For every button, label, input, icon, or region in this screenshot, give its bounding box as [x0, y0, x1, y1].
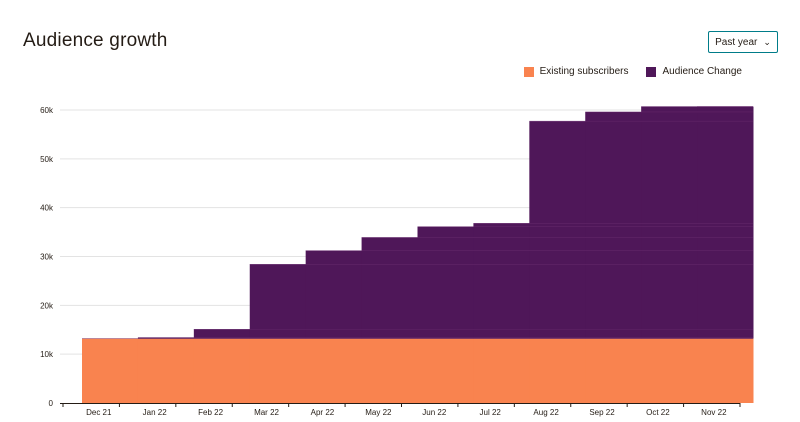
audience-change-bar [529, 121, 586, 339]
x-tick-label: Nov 22 [701, 408, 727, 417]
legend-swatch-change [646, 66, 657, 77]
x-tick-label: May 22 [365, 408, 392, 417]
x-tick-label: Jul 22 [480, 408, 502, 417]
existing-subscribers-bar [82, 338, 139, 403]
existing-subscribers-bar [249, 338, 307, 403]
legend-swatch-existing [523, 66, 534, 77]
chart-title: Audience growth [23, 30, 168, 51]
existing-subscribers-bar [529, 338, 586, 403]
y-tick-label: 20k [40, 301, 54, 310]
x-tick-label: Mar 22 [254, 408, 279, 417]
x-tick-label: Feb 22 [198, 408, 223, 417]
existing-subscribers-bar [585, 338, 642, 403]
audience-change-bar [585, 111, 642, 339]
y-tick-label: 0 [49, 399, 54, 408]
y-tick-label: 60k [40, 106, 54, 115]
audience-change-bar [305, 250, 363, 339]
legend-item-existing[interactable]: Existing subscribers [523, 66, 629, 77]
existing-subscribers-bar [361, 338, 418, 403]
audience-change-bar [193, 329, 251, 339]
y-tick-label: 10k [40, 350, 54, 359]
existing-subscribers-bar [697, 338, 754, 403]
audience-change-bar [361, 237, 418, 339]
x-tick-label: Aug 22 [533, 408, 559, 417]
chevron-down-icon: ⌄ [763, 36, 771, 47]
audience-change-bar [249, 264, 307, 339]
x-tick-label: Oct 22 [646, 408, 670, 417]
x-tick-label: Apr 22 [311, 408, 335, 417]
existing-subscribers-bar [137, 338, 195, 403]
existing-subscribers-bar [417, 338, 474, 403]
audience-change-bar [697, 106, 754, 339]
legend-item-change[interactable]: Audience Change [646, 66, 742, 77]
x-tick-label: Sep 22 [589, 408, 615, 417]
existing-subscribers-bar [305, 338, 363, 403]
existing-subscribers-bar [641, 338, 698, 403]
audience-change-bar [417, 226, 474, 339]
existing-subscribers-bar [473, 338, 530, 403]
audience-change-bar [137, 337, 195, 339]
legend-label-change: Audience Change [662, 66, 742, 77]
y-tick-label: 50k [40, 155, 54, 164]
chart-legend: Existing subscribers Audience Change [523, 66, 742, 77]
x-tick-label: Dec 21 [86, 408, 112, 417]
audience-change-bar [473, 223, 530, 339]
date-range-select[interactable]: Past year ⌄ [708, 31, 778, 53]
date-range-label: Past year [715, 36, 758, 48]
legend-label-existing: Existing subscribers [539, 66, 629, 77]
x-tick-label: Jun 22 [422, 408, 447, 417]
y-tick-label: 40k [40, 204, 54, 213]
existing-subscribers-bar [193, 338, 251, 403]
x-tick-label: Jan 22 [143, 408, 168, 417]
audience-change-bar [641, 106, 698, 339]
y-tick-label: 30k [40, 253, 54, 262]
